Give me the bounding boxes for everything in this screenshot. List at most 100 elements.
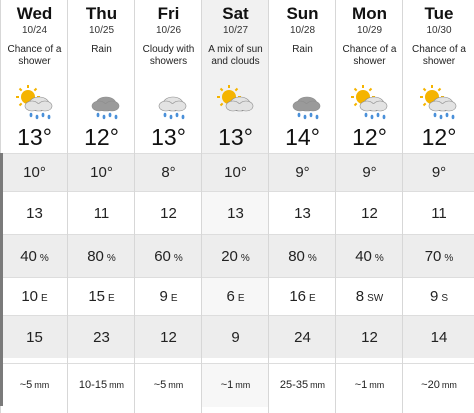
amount-unit-value: mm bbox=[168, 380, 184, 390]
amount-value: 10-15 bbox=[78, 379, 108, 391]
cloud-rain-icon bbox=[149, 84, 189, 120]
amount-value: ~5 bbox=[153, 379, 167, 391]
precip-unit-value: % bbox=[39, 253, 49, 264]
row-gust: 14 bbox=[403, 315, 474, 359]
day-header: Sat 10/27 A mix of sun and clouds 13° bbox=[202, 0, 269, 153]
amount-unit-value: mm bbox=[235, 380, 251, 390]
day-date: 10/27 bbox=[222, 25, 249, 36]
row-gust: 15 bbox=[1, 315, 68, 359]
day-column-tue: Tue 10/30 Chance of a shower 12° 9° 11 70%… bbox=[402, 0, 474, 413]
day-date: 10/24 bbox=[21, 25, 48, 36]
amount-value: ~1 bbox=[220, 379, 234, 391]
condition-text: Chance of a shower bbox=[412, 44, 466, 67]
day-date: 10/26 bbox=[155, 25, 182, 36]
day-header: Sun 10/28 Rain 14° bbox=[269, 0, 336, 153]
wind-speed-value: 9 bbox=[159, 288, 168, 305]
high-temp: 12° bbox=[421, 124, 457, 150]
amount-value: ~20 bbox=[421, 379, 440, 391]
row-gust: 12 bbox=[336, 315, 403, 359]
precip-unit-value: % bbox=[106, 253, 116, 264]
day-column-thu: Thu 10/25 Rain 12° 10° 11 80% 15 E 23 10-15 mm bbox=[67, 0, 135, 413]
day-name: Sun bbox=[286, 4, 319, 23]
day-column-wed: Wed 10/24 Chance of a shower 13° 10° 13 40… bbox=[0, 0, 68, 413]
wind-dir-value: E bbox=[41, 293, 48, 304]
high-temp: 14° bbox=[285, 124, 320, 150]
precip-unit-value: % bbox=[307, 253, 317, 264]
row-pct: 60% bbox=[135, 234, 202, 278]
wind-dir-value: E bbox=[309, 293, 316, 304]
low-value: 9° bbox=[362, 164, 377, 181]
gust-value: 9 bbox=[231, 329, 240, 346]
row-pct: 70% bbox=[403, 234, 474, 278]
gust-value: 15 bbox=[26, 329, 43, 346]
row-amount: ~5 mm bbox=[135, 363, 202, 407]
wind-dir-value: S bbox=[441, 293, 448, 304]
precip-pct-value: 80 bbox=[288, 248, 305, 265]
condition-text: A mix of sun and clouds bbox=[208, 44, 263, 67]
dark-cloud-rain-icon bbox=[82, 84, 122, 120]
gust-value: 12 bbox=[160, 329, 177, 346]
dark-cloud-rain-icon bbox=[283, 84, 323, 120]
condition-text: Cloudy with showers bbox=[142, 44, 195, 67]
high-temp: 13° bbox=[17, 124, 52, 150]
precip-unit-value: % bbox=[444, 253, 454, 264]
high-temp: 13° bbox=[151, 124, 186, 150]
row-low: 8° bbox=[135, 153, 202, 192]
amount-unit-value: mm bbox=[34, 380, 50, 390]
condition-text: Rain bbox=[91, 44, 112, 55]
row-gust: 12 bbox=[135, 315, 202, 359]
row-low: 9° bbox=[269, 153, 336, 192]
wind-speed-value: 15 bbox=[88, 288, 105, 305]
left-edge-bar bbox=[0, 153, 3, 406]
gust-value: 14 bbox=[430, 329, 448, 346]
row-feels: 11 bbox=[68, 191, 135, 235]
day-date: 10/29 bbox=[356, 25, 383, 36]
day-header: Mon 10/29 Chance of a shower 12° bbox=[336, 0, 403, 153]
low-value: 8° bbox=[161, 164, 176, 181]
condition-text: Chance of a shower bbox=[7, 44, 62, 67]
row-amount: ~20 mm bbox=[403, 363, 474, 407]
day-header: Thu 10/25 Rain 12° bbox=[68, 0, 135, 153]
sun-cloud-rain-icon bbox=[15, 84, 55, 120]
row-gust: 23 bbox=[68, 315, 135, 359]
low-value: 10° bbox=[224, 164, 247, 181]
day-header: Fri 10/26 Cloudy with showers 13° bbox=[135, 0, 202, 153]
row-feels: 12 bbox=[336, 191, 403, 235]
day-name: Mon bbox=[352, 4, 387, 23]
precip-pct-value: 40 bbox=[355, 248, 372, 265]
precip-pct-value: 60 bbox=[154, 248, 171, 265]
wind-speed-value: 10 bbox=[21, 288, 38, 305]
day-column-mon: Mon 10/29 Chance of a shower 12° 9° 12 40%… bbox=[335, 0, 403, 413]
row-low: 9° bbox=[403, 153, 474, 192]
low-value: 9° bbox=[431, 164, 447, 181]
day-header: Wed 10/24 Chance of a shower 13° bbox=[1, 0, 68, 153]
wind-speed-value: 8 bbox=[355, 288, 365, 305]
amount-unit-value: mm bbox=[310, 380, 326, 390]
row-low: 10° bbox=[1, 153, 68, 192]
wind-speed-value: 16 bbox=[289, 288, 306, 305]
amount-value: ~5 bbox=[19, 379, 33, 391]
feels-value: 12 bbox=[160, 205, 177, 222]
row-low: 10° bbox=[202, 153, 269, 192]
amount-value: 25-35 bbox=[279, 379, 309, 391]
day-header: Tue 10/30 Chance of a shower 12° bbox=[403, 0, 474, 153]
precip-pct-value: 40 bbox=[20, 248, 37, 265]
feels-value: 13 bbox=[26, 205, 43, 222]
row-amount: ~1 mm bbox=[336, 363, 403, 407]
row-amount: ~5 mm bbox=[1, 363, 68, 407]
precip-unit-value: % bbox=[374, 253, 384, 264]
feels-value: 11 bbox=[431, 205, 447, 222]
row-low: 10° bbox=[68, 153, 135, 192]
row-pct: 40% bbox=[1, 234, 68, 278]
amount-unit-value: mm bbox=[441, 380, 457, 390]
row-pct: 80% bbox=[269, 234, 336, 278]
condition-text: Chance of a shower bbox=[342, 44, 397, 67]
row-amount: 25-35 mm bbox=[269, 363, 336, 407]
row-low: 9° bbox=[336, 153, 403, 192]
amount-unit-value: mm bbox=[369, 380, 385, 390]
high-temp: 13° bbox=[218, 124, 253, 150]
gust-value: 23 bbox=[93, 329, 110, 346]
wind-speed-value: 6 bbox=[226, 288, 235, 305]
